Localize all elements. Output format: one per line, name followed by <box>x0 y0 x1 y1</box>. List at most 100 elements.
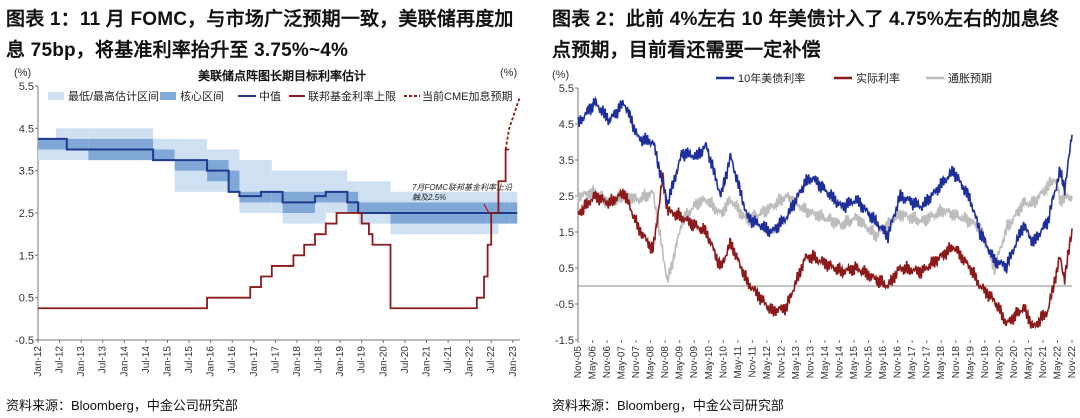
y-tick-label: 2.5 <box>19 208 34 220</box>
y-tick-label: 2.5 <box>559 191 574 203</box>
range-band <box>358 181 391 224</box>
y-tick-label: 3.5 <box>559 155 574 167</box>
y-tick-label: -0.5 <box>555 299 574 311</box>
figure-right-source: 资料来源：Bloomberg，中金公司研究部 <box>552 398 784 413</box>
chart-left: 美联储点阵图长期目标利率估计 (%) (%) 5.5 4.5 3.5 2.5 1.5 0.5 -0… <box>14 67 521 377</box>
legend-label-ffr: 联邦基金利率上限 <box>308 89 396 103</box>
y-tick-label: 5.5 <box>19 81 34 93</box>
x-tick-label: Nov-19 <box>980 346 991 379</box>
x-tick-label: May-15 <box>849 346 860 380</box>
x-tick-label: Jan-20 <box>378 346 389 377</box>
x-tick-label: Nov-07 <box>631 346 642 379</box>
x-tick-label: Nov-05 <box>573 346 584 379</box>
legend-label-2: 通胀预期 <box>948 72 992 85</box>
y-tick-label: 5.5 <box>559 83 574 95</box>
core-band <box>314 191 326 203</box>
x-tick-label: May-10 <box>704 346 715 380</box>
core-band <box>66 138 89 150</box>
x-tick-label: Jan-13 <box>76 346 87 377</box>
x-tick-label: May-13 <box>791 346 802 380</box>
y-tick-label: 1.5 <box>19 250 34 262</box>
x-tick-label: Jan-18 <box>292 346 303 377</box>
core-band <box>271 191 283 203</box>
x-tick-label: Jan-15 <box>162 346 173 377</box>
x-tick-label: Jul-19 <box>357 346 368 374</box>
x-tick-label: May-19 <box>965 346 976 380</box>
y-tick-label: 1.5 <box>559 227 574 239</box>
x-tick-label: Nov-10 <box>718 346 729 379</box>
x-tick-label: May-07 <box>617 346 628 380</box>
core-band <box>325 191 348 203</box>
median-line <box>38 137 518 214</box>
x-tick-label: May-17 <box>907 346 918 380</box>
x-tick-label: May-16 <box>878 346 889 380</box>
y-unit-left: (%) <box>14 67 31 79</box>
y-tick-label: 0.5 <box>559 263 574 275</box>
y-unit-right-chart: (%) <box>552 69 569 81</box>
x-tick-label: Jan-23 <box>508 346 519 377</box>
x-tick-label: Nov-09 <box>689 346 700 379</box>
y-tick-label: 3.5 <box>19 166 34 178</box>
x-tick-label: Jul-14 <box>141 346 152 374</box>
core-band <box>358 202 391 213</box>
core-band <box>55 138 67 150</box>
x-tick-label: Nov-14 <box>835 346 846 379</box>
core-band <box>174 160 208 171</box>
legend-label-0: 10年美债利率 <box>738 71 805 85</box>
legend-label-cme: 当前CME加息预期 <box>422 89 512 103</box>
annotation-arrow <box>483 203 490 214</box>
x-tick-label: Nov-16 <box>893 346 904 379</box>
x-tick-label: Jan-22 <box>465 346 476 377</box>
figure-left-title: 图表 1：11 月 FOMC，与市场广泛预期一致，美联储再度加息 75bp，将基… <box>6 9 514 61</box>
x-tick-label: Nov-13 <box>805 346 816 379</box>
x-tick-label: Jan-21 <box>421 346 432 377</box>
x-tick-label: Jan-12 <box>33 346 44 377</box>
core-band <box>38 138 56 150</box>
figure-left: 图表 1：11 月 FOMC，与市场广泛预期一致，美联储再度加息 75bp，将基… <box>6 9 521 413</box>
legend-label-range: 最低/最高估计区间 <box>68 89 159 103</box>
y-tick-label: 0.5 <box>19 293 34 305</box>
x-tick-label: Jul-21 <box>443 346 454 374</box>
x-tick-label: Nov-21 <box>1038 346 1049 379</box>
x-tick-label: May-11 <box>733 346 744 379</box>
x-tick-label: Nov-15 <box>864 346 875 379</box>
figure-left-source: 资料来源：Bloomberg，中金公司研究部 <box>6 398 238 413</box>
y-tick-label: 4.5 <box>19 123 34 135</box>
core-band <box>261 191 272 203</box>
legend-label-core: 核心区间 <box>180 89 224 103</box>
x-tick-label: May-12 <box>762 346 773 380</box>
x-tick-label: Nov-20 <box>1009 346 1020 379</box>
x-tick-label: Nov-12 <box>776 346 787 379</box>
core-band <box>239 191 262 203</box>
x-tick-label: Jul-18 <box>314 346 325 374</box>
figure-right: 图表 2：此前 4%左右 10 年美债计入了 4.75%左右的加息终点预期，目前… <box>546 0 1080 418</box>
x-tick-label: Nov-18 <box>951 346 962 379</box>
legend-label-1: 实际利率 <box>856 71 900 85</box>
x-tick-label: Jan-16 <box>206 346 217 377</box>
chart-left-title: 美联储点阵图长期目标利率估计 <box>198 68 366 83</box>
chart-right: (%) 5.5 4.5 3.5 2.5 1.5 0.5 -0.5 -1.5 10年美债利率 实际利率… <box>552 69 1078 380</box>
figure-right-title: 图表 2：此前 4%左右 10 年美债计入了 4.75%左右的加息终点预期，目前… <box>552 9 1060 61</box>
annotation-line2: 触及2.5% <box>412 193 446 202</box>
x-tick-label: Jul-16 <box>227 346 238 374</box>
x-tick-label: May-09 <box>675 346 686 380</box>
x-tick-label: Jul-12 <box>55 346 66 374</box>
x-tick-label: Jul-15 <box>184 346 195 374</box>
range-band <box>239 160 262 213</box>
x-tick-label: Nov-22 <box>1067 346 1078 379</box>
x-tick-label: Jul-17 <box>270 346 281 374</box>
x-tick-label: May-22 <box>1052 346 1063 380</box>
y-tick-label: 4.5 <box>559 119 574 131</box>
y-tick-label: -1.5 <box>555 335 574 347</box>
y-unit-right: (%) <box>500 67 517 79</box>
legend-swatch-range <box>48 92 64 100</box>
x-tick-label: May-21 <box>1023 346 1034 380</box>
x-tick-label: Jan-14 <box>119 346 130 377</box>
x-tick-label: Jul-20 <box>400 346 411 374</box>
annotation-line1: 7月FOMC联邦基金利率上沿 <box>412 183 513 192</box>
cme-expectation-line <box>504 96 521 150</box>
legend-label-median: 中值 <box>259 90 281 103</box>
x-tick-label: May-18 <box>936 346 947 380</box>
core-band <box>153 149 175 161</box>
legend-swatch-core <box>160 92 176 100</box>
